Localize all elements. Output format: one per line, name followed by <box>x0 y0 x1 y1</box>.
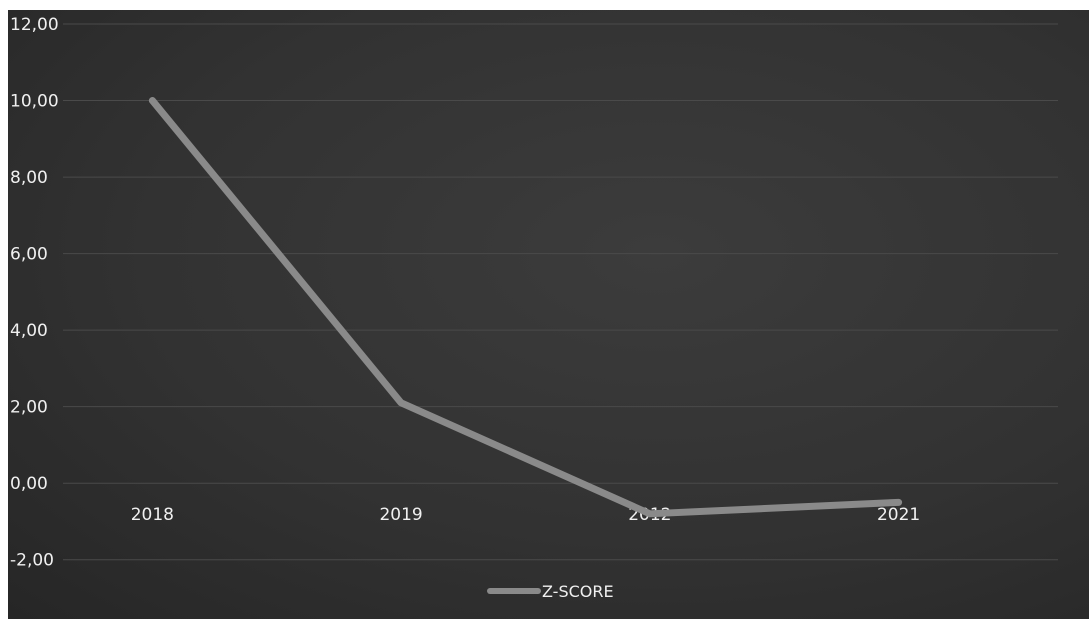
data-point <box>895 499 902 506</box>
line-chart: 12,00 10,00 8,00 6,00 4,00 2,00 0,00 -2,00 2018… <box>10 15 1058 601</box>
chart-area: 12,00 10,00 8,00 6,00 4,00 2,00 0,00 -2,00 2018… <box>8 10 1089 619</box>
y-tick-label: -2,00 <box>10 551 54 571</box>
x-axis-category-labels: 2018201920122021 <box>131 505 921 525</box>
y-tick-label: 10,00 <box>10 92 59 112</box>
x-tick-label: 2019 <box>379 505 422 525</box>
x-tick-label: 2021 <box>877 505 920 525</box>
legend-label: Z-SCORE <box>542 582 614 601</box>
series-line-z-score <box>148 97 903 518</box>
data-point <box>149 97 156 104</box>
data-point <box>646 510 653 517</box>
y-tick-label: 12,00 <box>10 15 59 35</box>
series-lines <box>148 97 903 518</box>
y-tick-label: 6,00 <box>10 245 48 265</box>
x-tick-label: 2018 <box>131 505 174 525</box>
legend: Z-SCORE <box>487 582 614 601</box>
y-tick-label: 2,00 <box>10 398 48 418</box>
y-tick-label: 8,00 <box>10 168 48 188</box>
y-tick-label: 4,00 <box>10 321 48 341</box>
y-tick-label: 0,00 <box>10 474 48 494</box>
y-axis-tick-labels: 12,00 10,00 8,00 6,00 4,00 2,00 0,00 -2,00 <box>10 15 59 571</box>
data-point <box>398 399 405 406</box>
gridlines <box>63 23 1058 561</box>
